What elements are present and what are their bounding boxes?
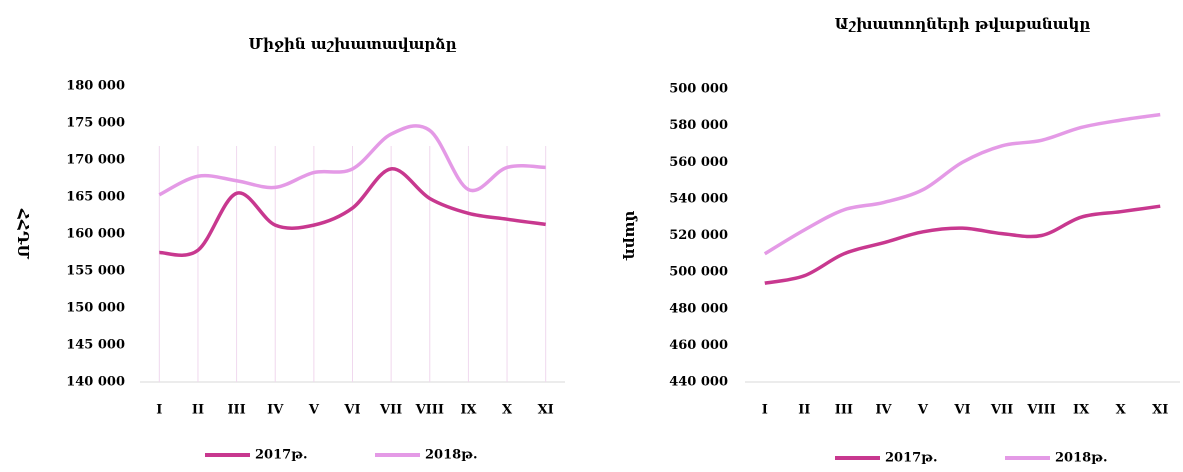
y-tick-label: 140 000 bbox=[66, 375, 125, 390]
x-tick-label: VIII bbox=[1026, 403, 1055, 418]
x-tick-label: VI bbox=[953, 403, 970, 418]
x-tick-label: IV bbox=[875, 403, 892, 418]
x-tick-label: X bbox=[1116, 403, 1127, 418]
x-tick-label: III bbox=[835, 403, 853, 418]
y-tick-label: 160 000 bbox=[66, 227, 125, 242]
y-tick-label: 460 000 bbox=[669, 338, 728, 353]
y-tick-label: 580 000 bbox=[669, 118, 728, 133]
series-line bbox=[763, 112, 1161, 256]
x-tick-label: IV bbox=[267, 403, 284, 418]
x-tick-label: VII bbox=[379, 403, 402, 418]
y-tick-label: 145 000 bbox=[66, 338, 125, 353]
legend-label: 2018թ. bbox=[1055, 451, 1108, 466]
x-tick-label: II bbox=[192, 403, 204, 418]
x-tick-label: XI bbox=[1152, 403, 1168, 418]
legend-label: 2018թ. bbox=[425, 448, 478, 463]
y-tick-label: 560 000 bbox=[669, 155, 728, 170]
y-tick-label: 520 000 bbox=[669, 228, 728, 243]
x-tick-label: VI bbox=[343, 403, 360, 418]
x-tick-label: IX bbox=[1073, 403, 1090, 418]
y-tick-label: 165 000 bbox=[66, 190, 125, 205]
series-line bbox=[159, 167, 546, 257]
x-tick-label: IX bbox=[460, 403, 477, 418]
x-tick-label: V bbox=[917, 403, 929, 418]
y-axis-label: մարդ bbox=[622, 211, 640, 262]
x-tick-label: VIII bbox=[415, 403, 444, 418]
legend-label: 2017թ. bbox=[885, 451, 938, 466]
y-tick-label: 150 000 bbox=[66, 301, 125, 316]
x-tick-label: I bbox=[156, 403, 162, 418]
x-tick-label: V bbox=[308, 403, 320, 418]
y-tick-label: 175 000 bbox=[66, 116, 125, 131]
chart-title: Աշխատողների թվաքանակը bbox=[835, 15, 1091, 33]
y-axis-label: ՀՀԴՄ bbox=[14, 208, 32, 261]
y-tick-label: 170 000 bbox=[66, 153, 125, 168]
series-line bbox=[158, 124, 546, 197]
y-tick-label: 440 000 bbox=[669, 375, 728, 390]
y-tick-label: 500 000 bbox=[669, 265, 728, 280]
y-tick-label: 155 000 bbox=[66, 264, 125, 279]
legend-label: 2017թ. bbox=[255, 448, 308, 463]
y-tick-label: 180 000 bbox=[66, 79, 125, 94]
chart-title: Միջին աշխատավարձը bbox=[249, 35, 457, 53]
x-tick-label: VII bbox=[990, 403, 1013, 418]
x-tick-label: X bbox=[502, 403, 513, 418]
x-tick-label: I bbox=[762, 403, 768, 418]
x-tick-label: XI bbox=[538, 403, 554, 418]
y-tick-label: 540 000 bbox=[669, 191, 728, 206]
series-line bbox=[764, 204, 1161, 285]
y-tick-label: 500 000 bbox=[669, 82, 728, 97]
x-tick-label: II bbox=[798, 403, 810, 418]
x-tick-label: III bbox=[227, 403, 245, 418]
y-tick-label: 480 000 bbox=[669, 301, 728, 316]
